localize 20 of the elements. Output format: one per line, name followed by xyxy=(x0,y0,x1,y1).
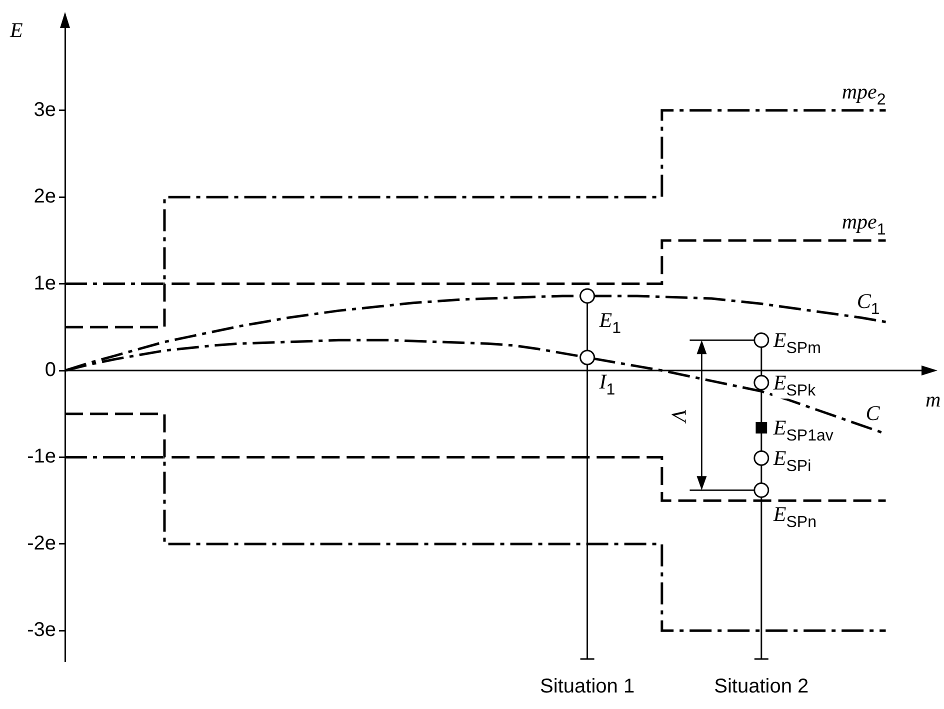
point xyxy=(754,374,770,390)
y-tick-label: -2e xyxy=(27,532,56,554)
point xyxy=(754,332,770,348)
y-tick-label: -3e xyxy=(27,619,56,642)
text: Situation 1 xyxy=(540,676,635,698)
y-tick-label: -1e xyxy=(27,446,56,468)
y-axis-title: E xyxy=(9,18,23,42)
point xyxy=(754,450,770,466)
x-axis-title: m xyxy=(926,388,941,412)
y-tick-label: 1e xyxy=(34,272,56,294)
annotation: V xyxy=(667,408,692,424)
y-tick-label: 3e xyxy=(34,98,56,121)
point xyxy=(754,482,770,498)
series-label: C xyxy=(866,400,881,425)
point xyxy=(580,288,596,304)
y-tick-label: 2e xyxy=(34,186,56,208)
point xyxy=(580,350,596,366)
text: Situation 2 xyxy=(714,676,809,698)
point xyxy=(756,422,768,434)
y-tick-label: 0 xyxy=(44,359,56,382)
